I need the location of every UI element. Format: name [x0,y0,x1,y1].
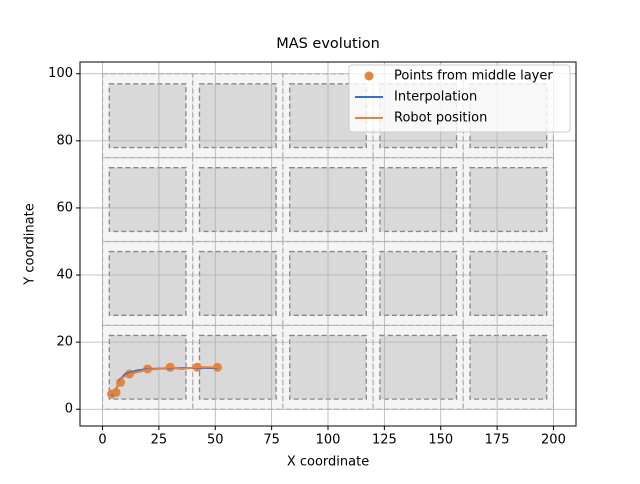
y-tick-label: 60 [56,200,73,215]
x-tick-label: 175 [485,433,510,448]
x-tick-label: 75 [263,433,280,448]
legend-label: Points from middle layer [394,69,553,84]
x-tick-label: 150 [428,433,453,448]
chart-title: MAS evolution [276,36,380,52]
legend-label: Interpolation [394,90,477,105]
legend-box [348,64,571,133]
obstacle [379,334,458,400]
legend-label: Robot position [394,111,487,126]
y-tick-label: 80 [56,133,73,148]
y-tick-label: 100 [48,66,73,81]
obstacle [108,83,187,149]
x-tick-label: 50 [207,433,224,448]
y-tick-label: 40 [56,268,73,283]
x-tick-label: 200 [541,433,566,448]
x-tick-label: 125 [372,433,397,448]
x-axis-label: X coordinate [287,455,369,470]
obstacle [379,250,458,316]
obstacle [108,250,187,316]
x-tick-label: 100 [316,433,341,448]
obstacle [198,167,277,233]
y-tick-label: 20 [56,335,73,350]
obstacle [469,250,548,316]
x-tick-label: 0 [98,433,106,448]
y-axis-label: Y coordinate [23,203,38,285]
x-tick-label: 25 [151,433,168,448]
legend-marker [364,71,374,81]
axes-frame [79,61,577,427]
obstacle [379,167,458,233]
y-tick-label: 0 [65,402,73,417]
obstacle [198,250,277,316]
obstacle [198,83,277,149]
obstacle [469,167,548,233]
obstacle [108,167,187,233]
obstacle [469,334,548,400]
point [111,387,121,397]
line [110,366,218,395]
